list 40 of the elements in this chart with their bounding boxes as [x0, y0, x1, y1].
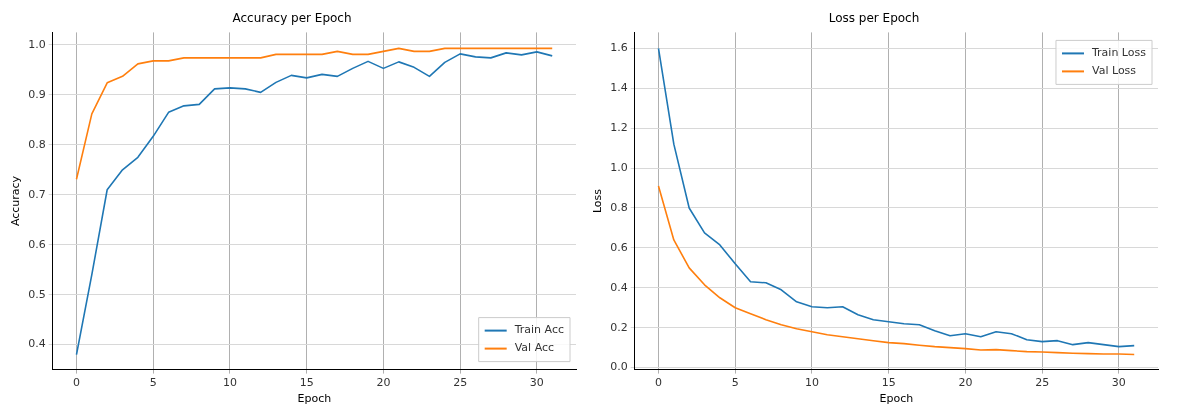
x-tick-label: 20	[958, 376, 973, 390]
x-tick-label: 0	[72, 376, 80, 390]
y-axis-title: Loss	[591, 188, 605, 214]
y-tick-label: 0.7	[28, 187, 46, 201]
x-tick-label: 15	[881, 376, 896, 390]
legend-label: Train Acc	[513, 323, 565, 337]
chart-title: Loss per Epoch	[828, 11, 920, 26]
x-tick-label: 30	[529, 376, 544, 390]
x-tick-label: 25	[453, 376, 468, 390]
y-tick-label: 0.0	[610, 360, 628, 374]
y-axis-title: Accuracy	[9, 175, 23, 227]
y-tick-label: 0.5	[28, 287, 46, 301]
y-tick-label: 0.8	[610, 200, 628, 214]
x-tick-label: 25	[1035, 376, 1050, 390]
x-axis-title: Epoch	[297, 392, 332, 406]
y-tick-label: 0.4	[28, 337, 46, 351]
y-tick-label: 0.8	[28, 137, 46, 151]
x-tick-label: 0	[654, 376, 662, 390]
y-tick-label: 1.0	[610, 160, 628, 174]
y-tick-label: 0.6	[28, 237, 46, 251]
y-tick-label: 0.4	[610, 280, 628, 294]
y-tick-label: 1.4	[610, 81, 628, 95]
chart-title: Accuracy per Epoch	[232, 11, 352, 26]
x-tick-label: 5	[149, 376, 157, 390]
x-tick-label: 20	[376, 376, 391, 390]
y-tick-label: 1.0	[28, 37, 46, 51]
x-axis-title: Epoch	[879, 392, 914, 406]
x-tick-label: 30	[1111, 376, 1126, 390]
y-tick-label: 1.6	[610, 41, 628, 55]
y-tick-label: 0.9	[28, 87, 46, 101]
x-tick-label: 5	[731, 376, 739, 390]
x-tick-label: 15	[299, 376, 314, 390]
y-tick-label: 0.2	[610, 320, 628, 334]
y-tick-label: 1.2	[610, 121, 628, 135]
legend-label: Val Loss	[1091, 64, 1137, 78]
x-tick-label: 10	[804, 376, 819, 390]
x-tick-label: 10	[222, 376, 237, 390]
y-tick-label: 0.6	[610, 240, 628, 254]
legend-label: Train Loss	[1090, 46, 1147, 60]
legend-label: Val Acc	[514, 341, 555, 355]
